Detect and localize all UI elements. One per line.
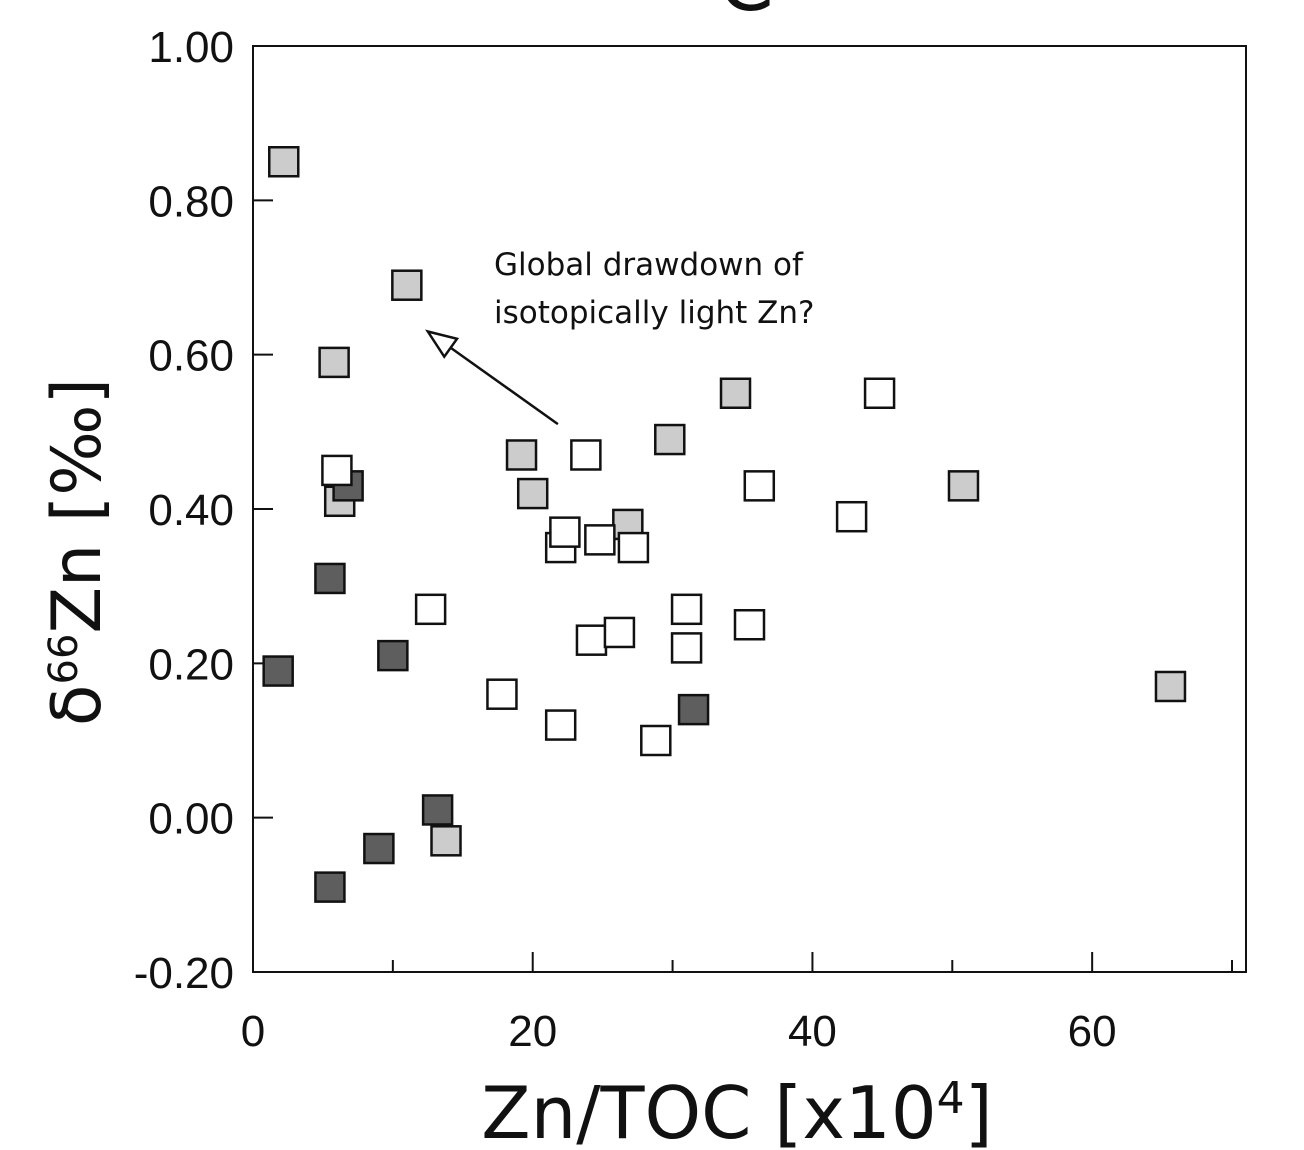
x-tick-label: 20: [508, 1007, 557, 1056]
y-tick-label: 0.20: [148, 640, 234, 689]
data-point: [719, 377, 752, 409]
x-axis-title: Zn/TOC [x104]: [481, 1071, 992, 1150]
data-point: [421, 794, 454, 826]
data-point: [268, 146, 300, 178]
y-axis: -0.20 0.00 0.20 0.40 0.60 0.80 1.00: [134, 23, 273, 998]
data-point: [549, 516, 581, 548]
data-point: [743, 470, 776, 502]
annotation-text: isotopically light Zn?: [494, 295, 815, 331]
data-point: [318, 346, 350, 379]
x-tick-label: 40: [788, 1007, 837, 1056]
data-point: [314, 871, 346, 903]
data-point: [321, 454, 353, 487]
data-point: [733, 609, 766, 641]
data-point: [677, 693, 710, 726]
annotation-arrow-line: [449, 346, 559, 426]
data-point: [430, 825, 462, 857]
y-tick-label: 1.00: [148, 23, 234, 72]
data-point: [262, 655, 294, 687]
x-tick-label: 60: [1068, 1007, 1117, 1056]
y-tick-label: 0.40: [148, 486, 234, 535]
data-point: [314, 562, 346, 595]
data-points: [262, 146, 1187, 903]
data-point: [516, 477, 549, 510]
data-point: [947, 470, 980, 502]
y-tick-label: 0.60: [148, 332, 234, 381]
chart-title: C: [718, 0, 774, 29]
y-tick-label: 0.80: [148, 177, 234, 226]
data-point: [863, 377, 896, 409]
data-point: [391, 269, 423, 301]
y-tick-label: -0.20: [134, 949, 234, 998]
y-axis-title: δ66Zn [‰]: [38, 378, 117, 726]
data-point: [584, 524, 616, 556]
data-point: [377, 639, 409, 672]
data-point: [603, 616, 636, 649]
data-point: [363, 832, 395, 865]
x-axis: 0 20 40 60: [241, 952, 1234, 1056]
data-point: [640, 724, 672, 757]
data-point: [835, 500, 868, 533]
data-point: [670, 632, 703, 664]
data-point: [575, 624, 608, 656]
data-point: [570, 439, 602, 471]
data-point: [505, 439, 538, 471]
y-tick-label: 0.00: [148, 795, 234, 844]
data-point: [654, 423, 686, 456]
annotation-text: Global drawdown of: [494, 247, 804, 283]
data-point: [1154, 670, 1187, 703]
plot-border: [252, 45, 1247, 973]
data-point: [486, 678, 518, 710]
data-point: [617, 531, 650, 564]
x-tick-label: 0: [241, 1007, 265, 1056]
annotation: Global drawdown of isotopically light Zn?: [425, 247, 815, 426]
data-point: [544, 709, 577, 741]
annotation-arrow-head: [425, 329, 460, 359]
plot-frame: [252, 45, 1247, 973]
data-point: [414, 593, 447, 626]
data-point: [670, 593, 703, 626]
